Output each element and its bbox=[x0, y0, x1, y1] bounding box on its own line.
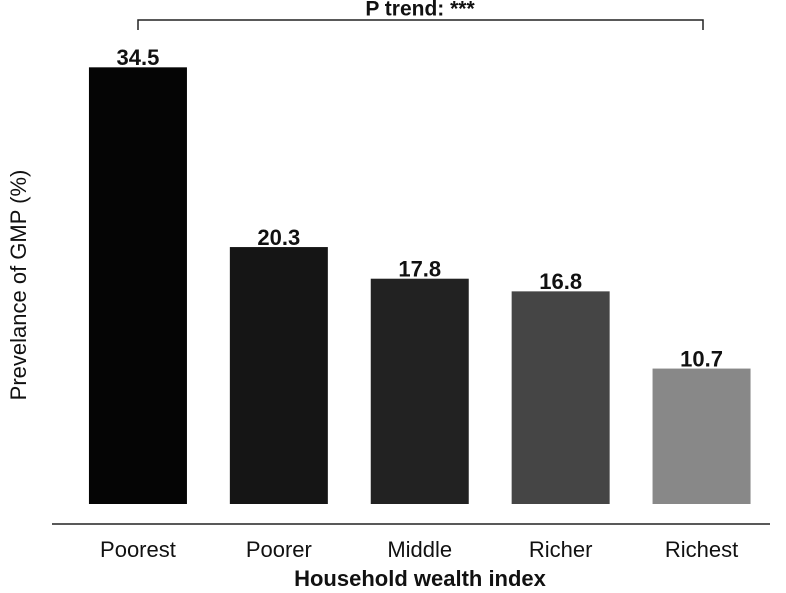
bar bbox=[88, 67, 187, 504]
bar bbox=[511, 291, 610, 504]
x-tick-label: Poorer bbox=[246, 537, 312, 562]
x-axis-label: Household wealth index bbox=[294, 566, 547, 591]
x-tick-label: Richest bbox=[665, 537, 738, 562]
value-label: 10.7 bbox=[680, 346, 723, 371]
value-label: 34.5 bbox=[117, 45, 160, 70]
bar bbox=[652, 368, 751, 504]
y-axis-label: Prevelance of GMP (%) bbox=[6, 170, 31, 401]
bar bbox=[370, 278, 469, 504]
value-label: 17.8 bbox=[398, 257, 441, 282]
x-tick-label: Middle bbox=[387, 537, 452, 562]
x-tick-label: Poorest bbox=[100, 537, 176, 562]
annotation: P trend: *** bbox=[365, 0, 475, 21]
bar bbox=[229, 247, 328, 504]
value-label: 16.8 bbox=[539, 269, 582, 294]
x-tick-label: Richer bbox=[529, 537, 593, 562]
trend-bracket bbox=[137, 19, 704, 30]
value-label: 20.3 bbox=[257, 225, 300, 250]
